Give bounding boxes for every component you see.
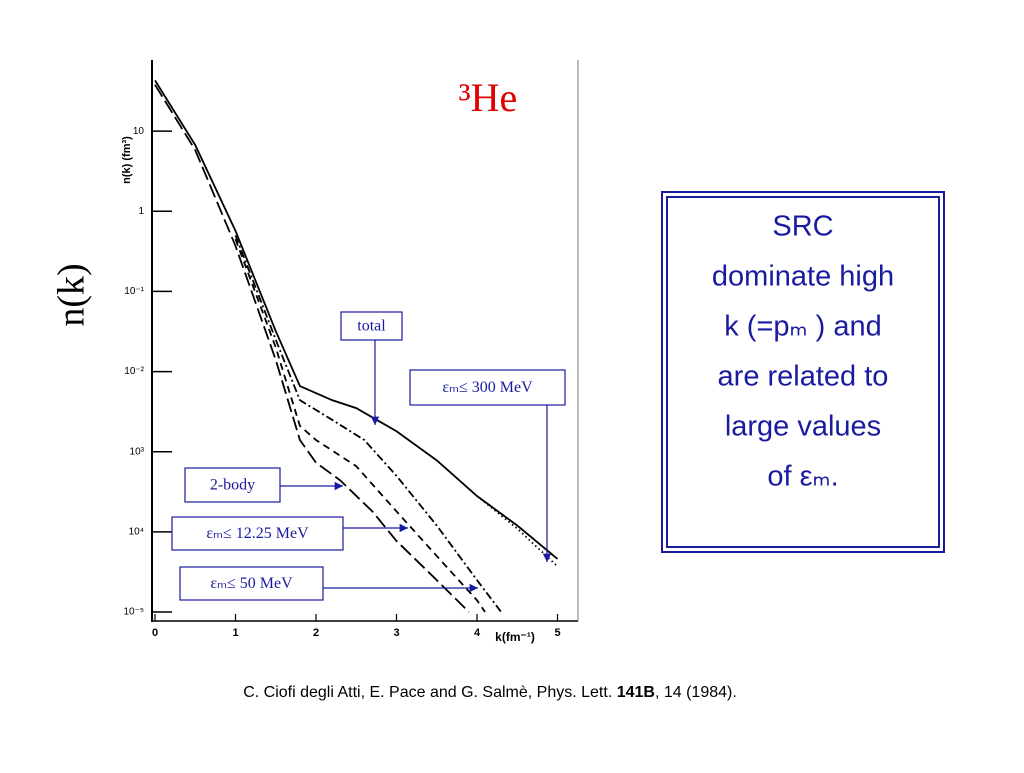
- callout-box: [340, 311, 403, 341]
- note-line: of εₘ.: [767, 461, 838, 493]
- note: SRC dominate high k (=pₘ ) and are related …: [712, 211, 894, 493]
- y-tick-label: 10⁴: [129, 526, 144, 537]
- callout-box: [409, 369, 566, 406]
- series-line: [234, 235, 502, 613]
- note-frame: [666, 196, 940, 548]
- legend-label: εₘ≤ 12.25 MeV: [206, 525, 309, 542]
- note-line: are related to: [718, 361, 889, 393]
- y-tick-label: 10³: [130, 446, 145, 457]
- legend-label: εₘ≤ 50 MeV: [210, 575, 293, 592]
- legend-label: εₘ≤ 300 MeV: [442, 379, 533, 396]
- note-line: k (=pₘ ) and: [724, 311, 882, 343]
- x-tick-label: 4: [474, 627, 481, 639]
- citation-text: C. Ciofi degli Atti, E. Pace and G. Salm…: [243, 684, 617, 701]
- y-tick-label: 10⁻²: [124, 366, 144, 377]
- legend-label: 2-body: [210, 477, 255, 494]
- note-line: large values: [725, 411, 881, 443]
- callout-box: [171, 516, 344, 551]
- note-line: dominate high: [712, 261, 894, 293]
- y-tick-label: 1: [138, 206, 144, 217]
- x-tick-label: 5: [554, 627, 560, 639]
- y-tick-label: 10⁻¹: [124, 286, 144, 297]
- y-axis-inner-label: n(k) (fm³): [121, 136, 133, 184]
- callout-box: [184, 467, 281, 503]
- y-tick-label: 10⁻⁵: [123, 607, 144, 618]
- series-line: [476, 495, 559, 568]
- note-line: SRC: [772, 211, 833, 243]
- citation-text: , 14 (1984).: [655, 684, 737, 701]
- x-tick-label: 3: [393, 627, 399, 639]
- x-tick-label: 1: [232, 627, 238, 639]
- legend-label: total: [357, 318, 386, 335]
- citation-text: 141B: [617, 684, 655, 701]
- y-axis-label: n(k): [51, 263, 93, 326]
- note-frame: [661, 191, 945, 553]
- x-tick-label: 2: [313, 627, 319, 639]
- series-line: [234, 238, 486, 613]
- series-line: [154, 84, 470, 613]
- x-axis-label: k(fm⁻¹): [495, 630, 535, 644]
- series-line: [154, 79, 559, 560]
- chart-title: ³He: [459, 75, 518, 120]
- y-tick-label: 10: [133, 126, 145, 137]
- x-tick-label: 0: [152, 627, 158, 639]
- citation: C. Ciofi degli Atti, E. Pace and G. Salm…: [243, 684, 737, 701]
- callout-box: [179, 566, 324, 601]
